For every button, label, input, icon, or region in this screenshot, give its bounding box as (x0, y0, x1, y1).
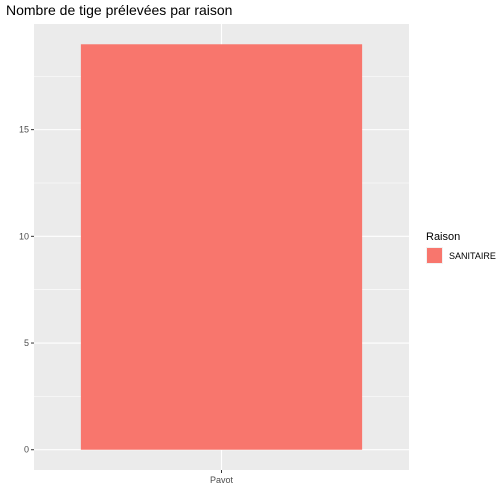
y-tick-label: 15 (19, 125, 29, 135)
bar-pavot-sanitaire (80, 44, 363, 450)
bars (80, 44, 363, 450)
x-axis: Pavot (210, 470, 234, 485)
x-tick-label: Pavot (210, 475, 234, 485)
y-tick-label: 0 (24, 445, 29, 455)
legend-title: Raison (426, 231, 460, 243)
legend: Raison SANITAIRE (426, 231, 496, 264)
y-tick-label: 5 (24, 338, 29, 348)
legend-label-sanitaire: SANITAIRE (449, 251, 496, 261)
y-axis: 0 5 10 15 (19, 125, 34, 455)
legend-key-sanitaire (427, 248, 442, 263)
y-tick-label: 10 (19, 231, 29, 241)
chart-title: Nombre de tige prélevées par raison (6, 2, 232, 18)
